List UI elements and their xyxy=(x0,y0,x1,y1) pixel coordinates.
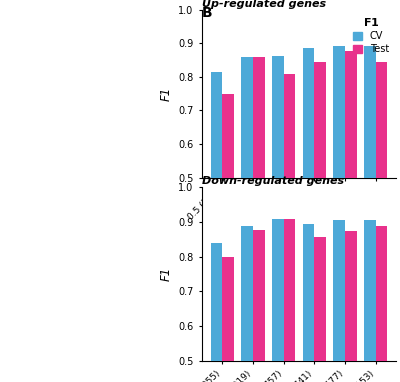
Bar xyxy=(242,226,253,382)
Bar xyxy=(222,94,234,346)
Text: Down-regulated genes: Down-regulated genes xyxy=(202,176,344,186)
Y-axis label: F1: F1 xyxy=(160,267,173,281)
Bar xyxy=(242,57,253,346)
Bar xyxy=(253,230,265,382)
Bar xyxy=(376,62,387,346)
Bar xyxy=(314,237,326,382)
Bar xyxy=(211,243,222,382)
Y-axis label: F1: F1 xyxy=(160,86,173,101)
Text: B: B xyxy=(202,6,213,20)
Bar xyxy=(345,50,356,346)
Bar xyxy=(333,220,345,382)
Bar xyxy=(272,56,284,346)
Bar xyxy=(211,72,222,346)
Bar xyxy=(284,219,295,382)
Bar xyxy=(345,231,356,382)
Bar xyxy=(364,45,376,346)
Bar xyxy=(303,47,314,346)
Bar xyxy=(364,220,376,382)
Bar xyxy=(253,57,265,346)
Bar xyxy=(303,224,314,382)
Bar xyxy=(222,257,234,382)
Bar xyxy=(314,62,326,346)
Legend: CV, Test: CV, Test xyxy=(352,15,391,56)
Bar xyxy=(376,227,387,382)
Bar xyxy=(284,74,295,346)
Text: Up-regulated genes: Up-regulated genes xyxy=(202,0,326,9)
Bar xyxy=(272,219,284,382)
Bar xyxy=(333,45,345,346)
